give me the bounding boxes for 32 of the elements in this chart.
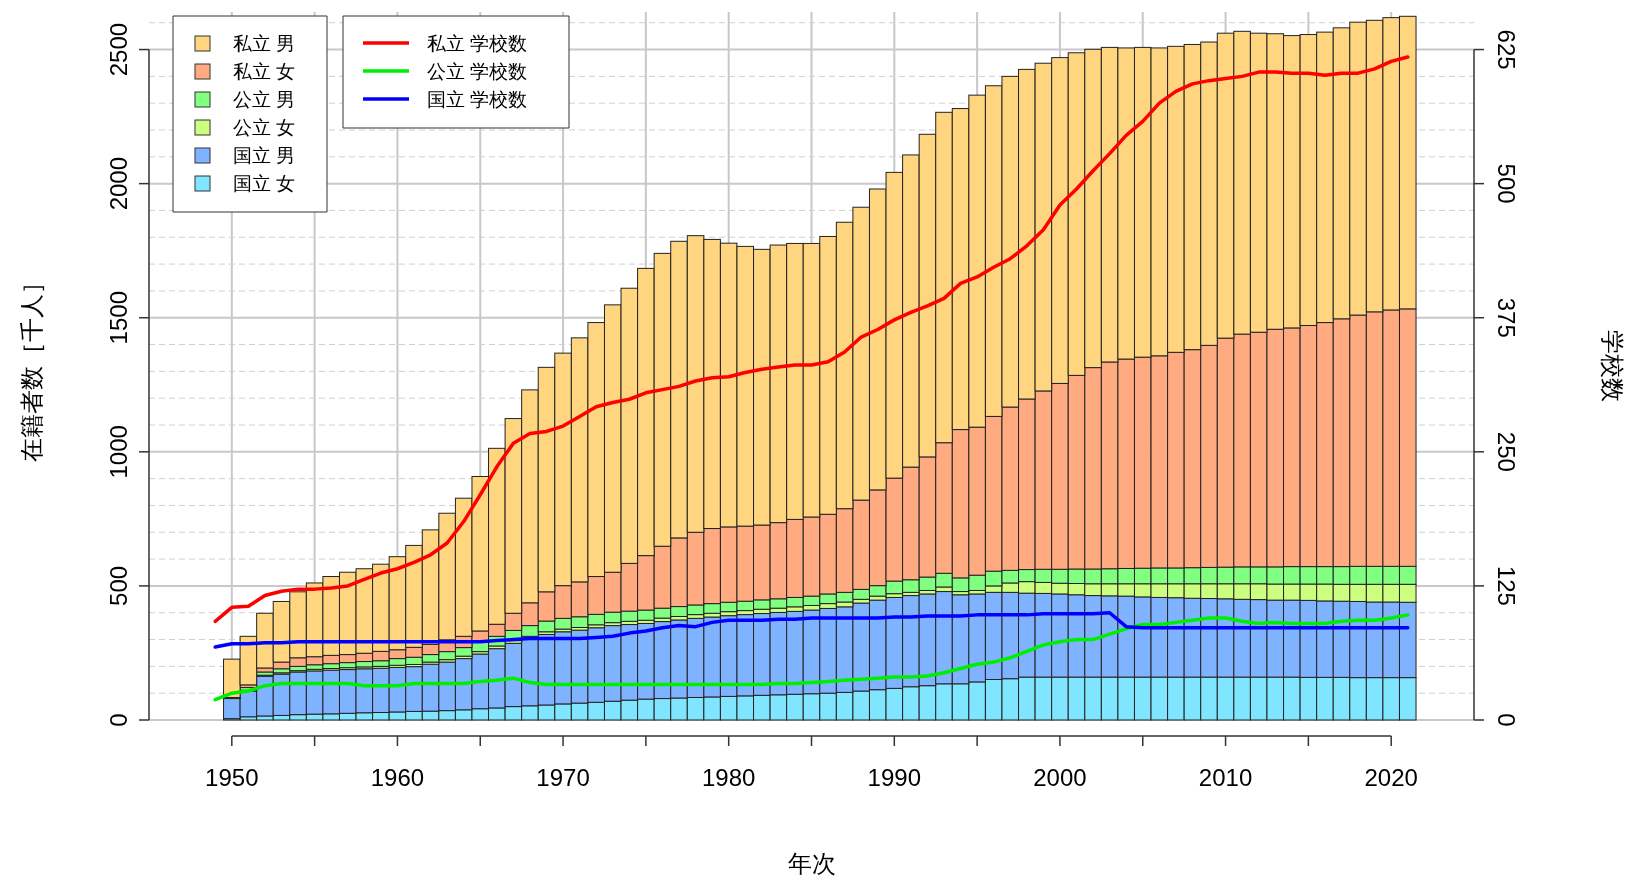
x-tick-label: 1980 [701,764,756,791]
legend-label: 私立 女 [233,61,296,82]
y2-tick-label: 375 [1493,297,1520,338]
x-tick-label: 2010 [1198,764,1253,791]
x-tick-label: 1950 [205,764,259,791]
y2-tick-label: 250 [1493,431,1520,472]
x-tick-label: 2020 [1364,764,1418,791]
x-tick-label: 2000 [1033,764,1087,791]
y-tick-label: 500 [105,565,132,606]
legend-label: 国立 男 [233,145,296,166]
legend-label: 国立 女 [233,173,296,194]
legend-label: 国立 学校数 [427,89,528,110]
x-tick-label: 1990 [867,764,922,791]
y-tick-label: 1500 [105,291,132,345]
legend-label: 公立 女 [233,117,296,138]
y2-axis-title: 学校数 [1599,330,1626,402]
y-tick-label: 2500 [105,22,132,77]
y-tick-label: 1000 [105,425,132,479]
y2-tick-label: 125 [1493,565,1520,606]
x-tick-label: 1960 [370,764,425,791]
legend-label: 私立 男 [233,33,296,54]
legend-label: 私立 学校数 [427,33,528,54]
legend-label: 公立 学校数 [427,61,528,82]
y2-tick-label: 625 [1493,29,1520,70]
legend-label: 公立 男 [233,89,296,110]
x-tick-label: 1970 [536,764,590,791]
y-tick-label: 0 [105,713,132,727]
x-axis-title: 年次 [787,850,836,877]
y2-tick-label: 0 [1493,713,1520,727]
y-tick-label: 2000 [105,156,132,211]
y2-tick-label: 500 [1493,163,1520,204]
y-axis-title: 在籍者数［千人］ [18,270,45,462]
